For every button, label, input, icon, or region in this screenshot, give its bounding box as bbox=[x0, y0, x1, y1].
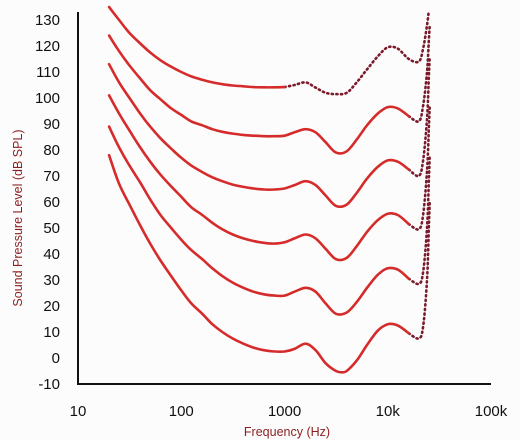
y-tick-label: 20 bbox=[43, 298, 60, 315]
y-tick-label: 10 bbox=[43, 324, 60, 341]
x-tick-label: 1000 bbox=[268, 403, 301, 420]
x-tick-label: 100 bbox=[169, 403, 194, 420]
series-4 bbox=[107, 55, 431, 209]
x-tick-label: 100k bbox=[475, 403, 508, 420]
series-5 bbox=[107, 23, 431, 155]
y-tick-label: 50 bbox=[43, 220, 60, 237]
series-1 bbox=[107, 153, 431, 374]
series-layer bbox=[107, 5, 431, 374]
x-axis-title: Frequency (Hz) bbox=[244, 425, 330, 439]
y-tick-label: 30 bbox=[43, 272, 60, 289]
y-tick-label: 40 bbox=[43, 246, 60, 263]
series-line bbox=[107, 62, 411, 209]
y-tick-label: 60 bbox=[43, 194, 60, 211]
series-line bbox=[107, 34, 411, 155]
series-extrapolated-line bbox=[407, 55, 431, 178]
y-tick-label: 100 bbox=[35, 90, 60, 107]
series-extrapolated-line bbox=[407, 153, 431, 286]
y-tick-label: 130 bbox=[35, 12, 60, 29]
series-2 bbox=[107, 125, 431, 316]
series-line bbox=[107, 125, 411, 316]
y-tick-label: -10 bbox=[38, 376, 60, 393]
series-line bbox=[107, 153, 411, 374]
y-tick-label: 120 bbox=[35, 38, 60, 55]
series-extrapolated-line bbox=[407, 104, 431, 231]
y-tick-label: 0 bbox=[52, 350, 60, 367]
series-line bbox=[107, 94, 411, 262]
y-tick-label: 70 bbox=[43, 168, 60, 185]
y-axis-title: Sound Pressure Level (dB SPL) bbox=[11, 129, 25, 306]
y-tick-label: 90 bbox=[43, 116, 60, 133]
series-extrapolated-line bbox=[407, 23, 431, 123]
y-tick-label: 80 bbox=[43, 142, 60, 159]
series-extrapolated-line bbox=[283, 9, 431, 96]
series-3 bbox=[107, 94, 431, 262]
x-axis: 10 100 1000 10k 100k bbox=[70, 383, 508, 420]
x-tick-label: 10k bbox=[376, 403, 401, 420]
series-6 bbox=[107, 5, 431, 96]
x-tick-label: 10 bbox=[70, 403, 87, 420]
series-extrapolated-line bbox=[407, 200, 431, 340]
y-tick-label: 110 bbox=[36, 64, 60, 81]
series-line bbox=[107, 5, 286, 89]
